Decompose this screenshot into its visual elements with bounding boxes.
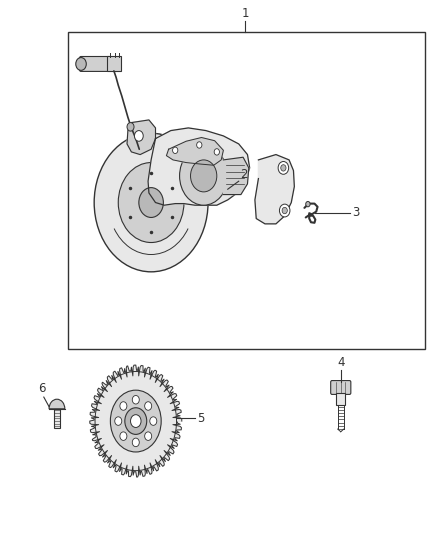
Circle shape	[306, 201, 310, 207]
Polygon shape	[127, 120, 155, 155]
Bar	[54, 409, 60, 428]
Text: 6: 6	[38, 383, 46, 395]
Circle shape	[145, 402, 152, 410]
Wedge shape	[49, 399, 65, 409]
Circle shape	[127, 123, 134, 131]
Circle shape	[132, 395, 139, 404]
Circle shape	[132, 438, 139, 447]
Polygon shape	[90, 365, 182, 477]
Circle shape	[281, 165, 286, 171]
Bar	[68, 32, 425, 349]
Text: 1: 1	[241, 7, 249, 20]
Polygon shape	[223, 157, 249, 195]
Circle shape	[120, 432, 127, 440]
Circle shape	[134, 131, 143, 141]
Text: 5: 5	[197, 412, 204, 425]
Polygon shape	[148, 128, 250, 205]
Circle shape	[180, 147, 228, 205]
Circle shape	[94, 133, 208, 272]
Circle shape	[150, 417, 157, 425]
Polygon shape	[255, 155, 294, 224]
Circle shape	[131, 415, 141, 427]
Circle shape	[282, 207, 287, 214]
Text: 2: 2	[240, 168, 247, 181]
Circle shape	[115, 417, 122, 425]
FancyBboxPatch shape	[107, 56, 121, 71]
Circle shape	[278, 161, 289, 174]
Circle shape	[120, 402, 127, 410]
Circle shape	[110, 390, 161, 452]
Circle shape	[214, 149, 219, 155]
Circle shape	[139, 188, 163, 217]
Text: 4: 4	[337, 356, 345, 369]
Text: 3: 3	[352, 206, 360, 219]
Circle shape	[125, 408, 147, 434]
Circle shape	[118, 163, 184, 243]
Circle shape	[279, 204, 290, 217]
Polygon shape	[166, 138, 223, 165]
FancyBboxPatch shape	[331, 381, 351, 394]
Circle shape	[173, 147, 178, 154]
Circle shape	[197, 142, 202, 148]
Circle shape	[145, 432, 152, 440]
FancyBboxPatch shape	[79, 56, 111, 71]
Bar	[336, 393, 345, 405]
Circle shape	[191, 160, 217, 192]
Circle shape	[76, 58, 86, 70]
